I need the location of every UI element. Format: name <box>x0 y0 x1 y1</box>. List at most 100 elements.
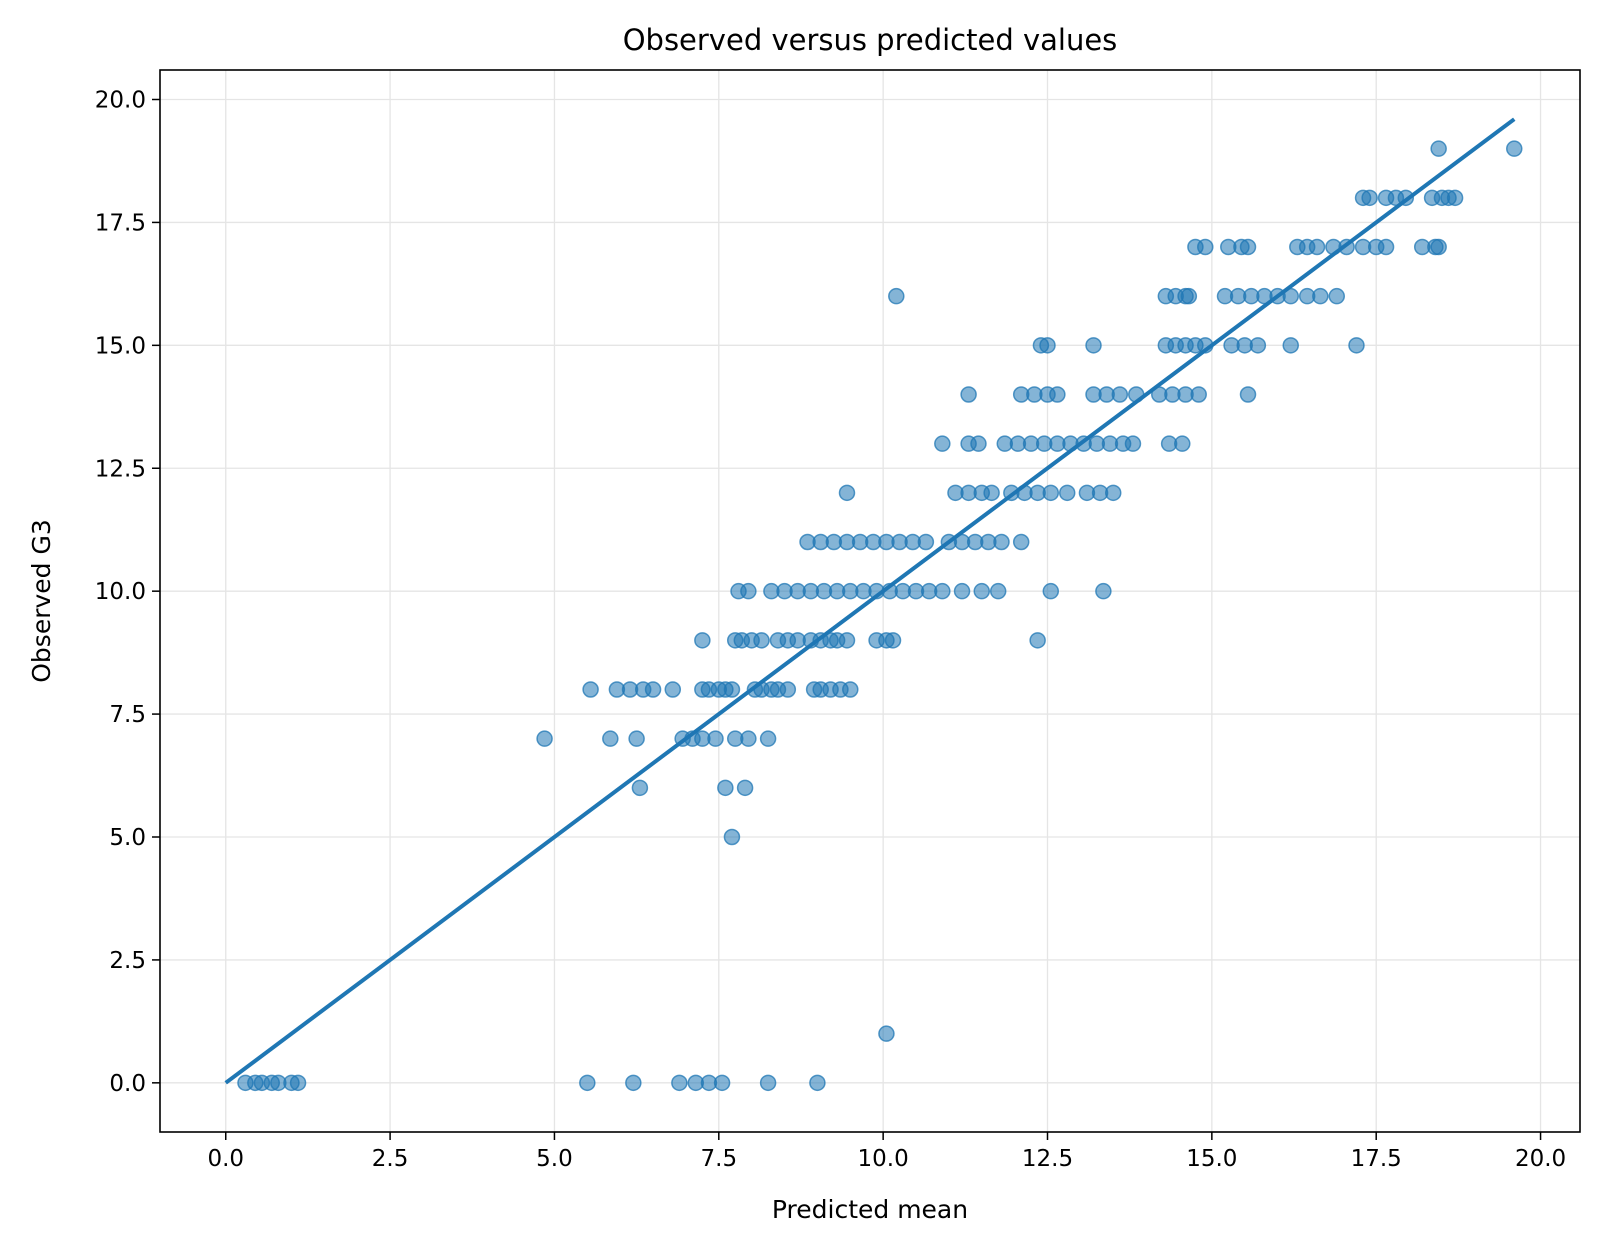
x-tick-label: 0.0 <box>207 1146 244 1172</box>
data-point <box>1197 337 1214 354</box>
data-point <box>1124 435 1142 452</box>
data-point <box>1239 386 1257 403</box>
data-point <box>717 779 734 797</box>
data-point <box>1197 238 1214 256</box>
data-point <box>759 730 777 747</box>
data-point <box>723 681 741 698</box>
data-point <box>1249 337 1267 354</box>
data-point <box>1085 337 1102 354</box>
data-point <box>1111 386 1129 403</box>
chart-title: Observed versus predicted values <box>623 23 1118 57</box>
y-axis-ticks: 0.0 2.5 5.0 7.5 10.0 12.5 15.0 17.5 20.0 <box>95 88 160 1097</box>
data-point <box>983 484 1000 502</box>
data-point <box>694 632 711 649</box>
data-point <box>809 1074 826 1092</box>
plot-frame <box>159 69 1581 1133</box>
x-tick-label: 2.5 <box>372 1146 409 1172</box>
x-tick-label: 17.5 <box>1351 1146 1402 1172</box>
data-point <box>1239 238 1257 256</box>
data-point <box>740 730 757 747</box>
data-point <box>989 582 1007 600</box>
y-tick-label: 17.5 <box>95 210 146 236</box>
data-point <box>1042 484 1060 502</box>
data-point <box>602 730 619 747</box>
data-point <box>628 730 645 747</box>
data-points <box>237 140 1523 1092</box>
y-tick-label: 12.5 <box>95 456 146 482</box>
data-point <box>1049 386 1066 403</box>
x-axis-ticks: 0.0 2.5 5.0 7.5 10.0 12.5 15.0 17.5 20.0 <box>207 1132 1566 1172</box>
reference-line <box>224 117 1516 1085</box>
data-point <box>1328 287 1346 305</box>
data-point <box>707 730 724 747</box>
data-point <box>934 582 951 600</box>
data-point <box>953 582 971 600</box>
data-point <box>1430 238 1447 256</box>
data-point <box>878 1025 895 1042</box>
data-point <box>536 730 553 747</box>
data-point <box>759 1074 777 1092</box>
x-tick-label: 15.0 <box>1186 1146 1237 1172</box>
data-point <box>1029 632 1046 649</box>
data-point <box>838 484 856 502</box>
data-point <box>1174 435 1191 452</box>
data-point <box>1506 140 1523 157</box>
data-point <box>1012 533 1030 551</box>
data-point <box>753 632 770 649</box>
data-point <box>664 681 682 698</box>
data-point <box>779 681 797 698</box>
data-point <box>1104 484 1122 502</box>
y-tick-label: 20.0 <box>95 88 146 114</box>
x-tick-label: 10.0 <box>858 1146 909 1172</box>
data-point <box>1338 238 1355 256</box>
data-point <box>1058 484 1076 502</box>
data-point <box>1190 386 1207 403</box>
reference-line-group <box>224 117 1516 1085</box>
data-point <box>1039 337 1056 354</box>
data-point <box>1042 582 1060 600</box>
data-point <box>1095 582 1112 600</box>
data-point <box>960 386 977 403</box>
data-point <box>582 681 599 698</box>
data-point <box>1308 238 1326 256</box>
data-point <box>644 681 662 698</box>
data-point <box>838 632 856 649</box>
data-point <box>579 1074 596 1092</box>
data-point <box>970 435 987 452</box>
y-tick-label: 10.0 <box>95 579 146 605</box>
data-point <box>917 533 935 551</box>
x-tick-label: 12.5 <box>1022 1146 1073 1172</box>
data-point <box>289 1074 307 1092</box>
y-tick-label: 2.5 <box>109 948 146 974</box>
data-point <box>1397 189 1415 207</box>
data-point <box>888 287 905 305</box>
data-point <box>842 681 859 698</box>
x-tick-label: 7.5 <box>701 1146 738 1172</box>
y-tick-label: 7.5 <box>109 702 146 728</box>
data-point <box>1446 189 1464 207</box>
data-point <box>713 1074 731 1092</box>
data-point <box>1430 140 1447 157</box>
data-point <box>1312 287 1329 305</box>
y-tick-label: 5.0 <box>109 825 146 851</box>
y-tick-label: 15.0 <box>95 333 146 359</box>
data-point <box>723 828 741 846</box>
x-tick-label: 20.0 <box>1515 1146 1566 1172</box>
data-point <box>736 779 754 797</box>
data-point <box>973 582 991 600</box>
data-point <box>740 582 757 600</box>
data-point <box>993 533 1010 551</box>
data-point <box>1282 287 1299 305</box>
x-tick-label: 5.0 <box>536 1146 573 1172</box>
data-point <box>1128 386 1145 403</box>
data-point <box>1348 337 1365 354</box>
data-point <box>934 435 951 452</box>
data-point <box>625 1074 642 1092</box>
y-tick-label: 0.0 <box>109 1071 146 1097</box>
data-point <box>631 779 649 797</box>
data-point <box>1282 337 1299 354</box>
data-point <box>1180 287 1198 305</box>
data-point <box>1361 189 1378 207</box>
data-point <box>884 632 902 649</box>
